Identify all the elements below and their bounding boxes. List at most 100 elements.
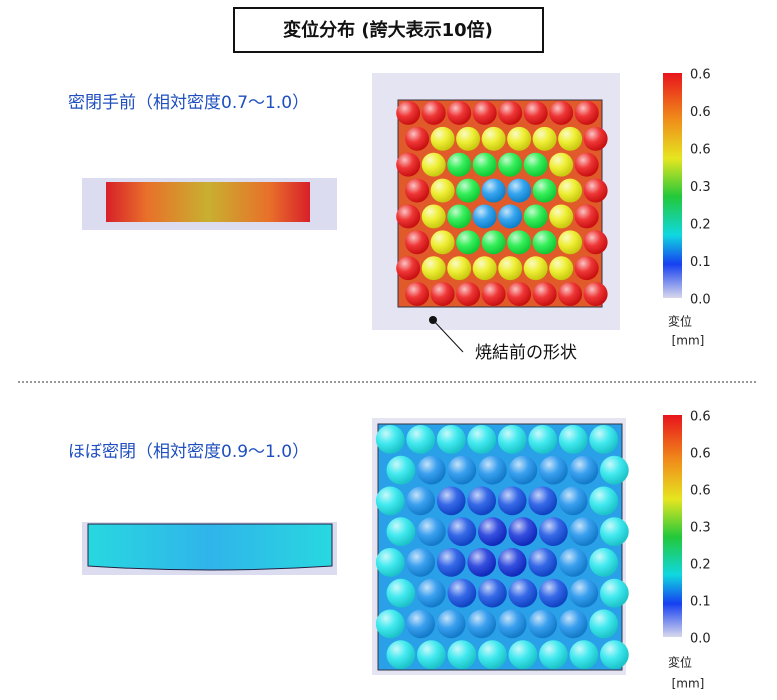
sphere-shade (589, 609, 619, 639)
sphere-shade (417, 455, 446, 485)
sphere-shade (472, 204, 497, 229)
sphere-shade (497, 609, 527, 639)
title-box (233, 7, 544, 53)
sphere-shade (396, 152, 421, 177)
sphere-shade (405, 126, 430, 151)
sphere-shade (549, 152, 574, 177)
sphere-shade (532, 230, 557, 255)
sphere-shade (583, 178, 608, 203)
sphere-shade (478, 578, 507, 608)
unit-quantity: 変位 (668, 655, 692, 670)
sphere-shade (539, 640, 568, 669)
sphere-shade (508, 578, 538, 608)
sphere-shade (375, 548, 405, 577)
sphere-shade (569, 640, 599, 669)
sphere-shade (456, 126, 481, 151)
sphere-shade (508, 517, 538, 546)
sphere-shade (600, 640, 629, 669)
sphere-shade (574, 256, 599, 281)
sphere-shade (396, 204, 421, 229)
sphere-shade (574, 204, 599, 229)
sphere-shade (375, 486, 405, 516)
side-view (106, 182, 310, 222)
sphere-shade (528, 609, 558, 639)
sphere-shade (558, 425, 588, 454)
colorbar-tick-label: 0.2 (690, 218, 711, 233)
sphere-shade (523, 152, 548, 177)
sphere-shade (447, 455, 477, 485)
sphere-shade (406, 609, 436, 639)
sphere-shade (472, 152, 497, 177)
sphere-shade (574, 152, 599, 177)
sphere-shade (528, 548, 558, 577)
pointer-line (432, 319, 464, 353)
sphere-shade (396, 256, 421, 281)
panel-label: 密閉手前（相対密度0.7～1.0） (68, 93, 309, 113)
sphere-shade (549, 100, 574, 125)
sphere-shade (406, 425, 436, 454)
colorbar (663, 415, 682, 637)
sphere-shade (430, 230, 455, 255)
sphere-shade (532, 178, 557, 203)
top-view (396, 99, 608, 308)
sphere-shade (558, 126, 583, 151)
top-view (375, 423, 629, 671)
sphere-shade (507, 178, 532, 203)
sphere-shade (574, 100, 599, 125)
colorbar-tick-label: 0.1 (690, 255, 711, 270)
sphere-shade (600, 517, 629, 546)
colorbar-tick-label: 0.1 (690, 595, 711, 610)
sphere-shade (558, 178, 583, 203)
sphere-shade (405, 230, 430, 255)
sphere-shade (497, 548, 527, 577)
colorbar-tick-label: 0.3 (690, 521, 711, 536)
sphere-shade (523, 256, 548, 281)
sphere-shade (447, 256, 472, 281)
sphere-shade (436, 486, 466, 516)
sphere-shade (600, 455, 629, 485)
colorbar-tick-label: 0.6 (690, 484, 711, 499)
sphere-shade (532, 282, 557, 307)
sphere-shade (497, 486, 527, 516)
sphere-shade (421, 256, 446, 281)
sphere-shade (528, 486, 558, 516)
sphere-shade (417, 640, 446, 669)
side-view (87, 523, 333, 571)
sphere-shade (436, 425, 466, 454)
colorbar-tick-label: 0.0 (690, 632, 711, 647)
sphere-shade (467, 486, 497, 516)
sphere-shade (507, 282, 532, 307)
sphere-shade (386, 578, 416, 608)
sphere-shade (523, 100, 548, 125)
sphere-shade (539, 455, 568, 485)
sphere-shade (447, 152, 472, 177)
sphere-shade (507, 126, 532, 151)
sphere-shade (421, 204, 446, 229)
sphere-shade (583, 282, 608, 307)
sphere-shade (481, 126, 506, 151)
sphere-shade (467, 548, 497, 577)
sphere-shade (549, 256, 574, 281)
sphere-shade (472, 256, 497, 281)
colorbar-tick-label: 0.0 (690, 293, 711, 308)
sphere-shade (406, 548, 436, 577)
sphere-shade (421, 152, 446, 177)
sphere-shade (386, 455, 416, 485)
sphere-shade (478, 640, 507, 669)
sphere-shade (447, 640, 477, 669)
sphere-shade (528, 425, 558, 454)
sphere-shade (498, 152, 523, 177)
sphere-shade (600, 578, 629, 608)
sphere-shade (467, 609, 497, 639)
sphere-shade (456, 230, 481, 255)
sphere-shade (589, 486, 619, 516)
sphere-shade (507, 230, 532, 255)
sphere-shade (375, 609, 405, 639)
sphere-shade (478, 455, 507, 485)
sphere-shade (583, 126, 608, 151)
sphere-shade (569, 517, 599, 546)
sphere-shade (589, 548, 619, 577)
sphere-shade (447, 578, 477, 608)
colorbar-tick-label: 0.6 (690, 410, 711, 425)
